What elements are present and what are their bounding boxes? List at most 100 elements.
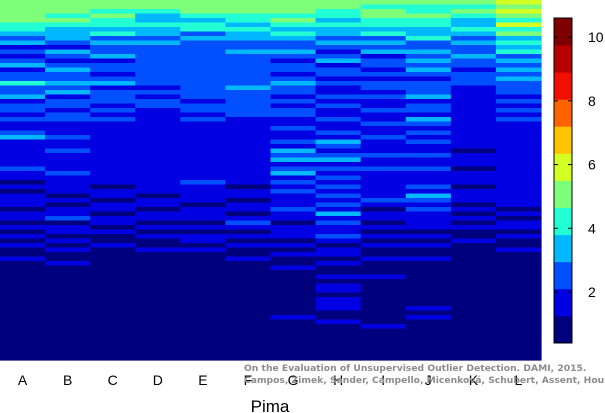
- heatmap-cell: [180, 63, 227, 69]
- heatmap-cell: [495, 148, 542, 154]
- heatmap-cell: [90, 184, 136, 190]
- heatmap-cell: [360, 319, 407, 325]
- heatmap-cell: [360, 202, 407, 208]
- heatmap-cell: [405, 85, 452, 91]
- heatmap-cell: [405, 157, 452, 163]
- heatmap-cell: [0, 324, 46, 330]
- heatmap-cell: [495, 288, 542, 294]
- heatmap-cell: [90, 319, 136, 325]
- heatmap-cell: [315, 283, 362, 289]
- heatmap-cell: [405, 81, 452, 87]
- heatmap-cell: [90, 238, 136, 244]
- heatmap-cell: [135, 18, 181, 24]
- heatmap-cell: [225, 18, 272, 24]
- heatmap-cell: [270, 211, 317, 217]
- colorbar-bin: [554, 315, 572, 344]
- heatmap-cell: [225, 189, 272, 195]
- heatmap-cell: [450, 157, 497, 163]
- heatmap-cell: [0, 297, 46, 303]
- heatmap-cell: [495, 18, 542, 24]
- heatmap-cell: [225, 355, 272, 361]
- heatmap-cell: [90, 103, 136, 109]
- colorbar-bin: [554, 234, 572, 263]
- heatmap-cell: [0, 261, 46, 267]
- heatmap-cell: [405, 9, 452, 15]
- colorbar-bin: [554, 288, 572, 317]
- heatmap-cell: [135, 99, 181, 105]
- heatmap-cell: [0, 171, 46, 177]
- heatmap-cell: [315, 238, 362, 244]
- heatmap-cell: [315, 63, 362, 69]
- heatmap-cell: [0, 63, 46, 69]
- heatmap-cell: [90, 324, 136, 330]
- heatmap-cell: [360, 337, 407, 343]
- heatmap-cell: [45, 355, 91, 361]
- heatmap-cell: [360, 279, 407, 285]
- heatmap-cell: [225, 306, 272, 312]
- heatmap-cell: [270, 166, 317, 172]
- heatmap-cell: [450, 351, 497, 357]
- heatmap-cell: [450, 234, 497, 240]
- heatmap-cell: [495, 220, 542, 226]
- heatmap-cell: [450, 4, 497, 10]
- heatmap-cell: [405, 72, 452, 78]
- heatmap-cell: [495, 31, 542, 37]
- heatmap-cell: [450, 346, 497, 352]
- heatmap-cell: [270, 351, 317, 357]
- heatmap-cell: [90, 144, 136, 150]
- heatmap-cell: [270, 144, 317, 150]
- heatmap-cell: [90, 234, 136, 240]
- heatmap-cell: [405, 297, 452, 303]
- heatmap-cell: [315, 198, 362, 204]
- heatmap-cell: [90, 193, 136, 199]
- heatmap-cell: [495, 94, 542, 100]
- heatmap-cell: [135, 324, 181, 330]
- heatmap-cell: [45, 333, 91, 339]
- heatmap-cell: [90, 297, 136, 303]
- heatmap-cell: [45, 261, 91, 267]
- heatmap-cell: [45, 324, 91, 330]
- heatmap-cell: [45, 31, 91, 37]
- heatmap-cell: [270, 4, 317, 10]
- heatmap-cell: [0, 130, 46, 136]
- heatmap-cell: [225, 243, 272, 249]
- heatmap-cell: [90, 288, 136, 294]
- heatmap-cell: [135, 184, 181, 190]
- heatmap-cell: [225, 49, 272, 55]
- heatmap-cell: [405, 333, 452, 339]
- heatmap-cell: [90, 139, 136, 145]
- heatmap-cell: [315, 180, 362, 186]
- heatmap-cell: [225, 315, 272, 321]
- heatmap-cell: [45, 297, 91, 303]
- heatmap-cell: [360, 31, 407, 37]
- x-tick-label: J: [425, 372, 432, 388]
- heatmap-cell: [45, 76, 91, 82]
- heatmap-cell: [45, 315, 91, 321]
- heatmap-cell: [450, 256, 497, 262]
- heatmap-cell: [450, 252, 497, 258]
- heatmap-cell: [135, 328, 181, 334]
- heatmap-cell: [360, 306, 407, 312]
- heatmap-cell: [495, 189, 542, 195]
- heatmap-cell: [225, 346, 272, 352]
- heatmap-cell: [450, 36, 497, 42]
- heatmap-cell: [495, 229, 542, 235]
- heatmap-cell: [135, 274, 181, 280]
- heatmap-cell: [135, 85, 181, 91]
- heatmap-cell: [45, 301, 91, 307]
- heatmap-cell: [495, 252, 542, 258]
- heatmap-cell: [135, 346, 181, 352]
- x-axis-label: Pima: [251, 397, 290, 413]
- heatmap-cell: [90, 216, 136, 222]
- heatmap-cell: [0, 45, 46, 51]
- heatmap-cell: [90, 40, 136, 46]
- heatmap-cell: [45, 310, 91, 316]
- heatmap-cell: [360, 220, 407, 226]
- heatmap-cell: [315, 139, 362, 145]
- heatmap-cell: [315, 306, 362, 312]
- heatmap-cell: [360, 22, 407, 28]
- heatmap-cell: [180, 94, 227, 100]
- heatmap-cell: [495, 4, 542, 10]
- heatmap-cell: [90, 328, 136, 334]
- heatmap-cell: [0, 166, 46, 172]
